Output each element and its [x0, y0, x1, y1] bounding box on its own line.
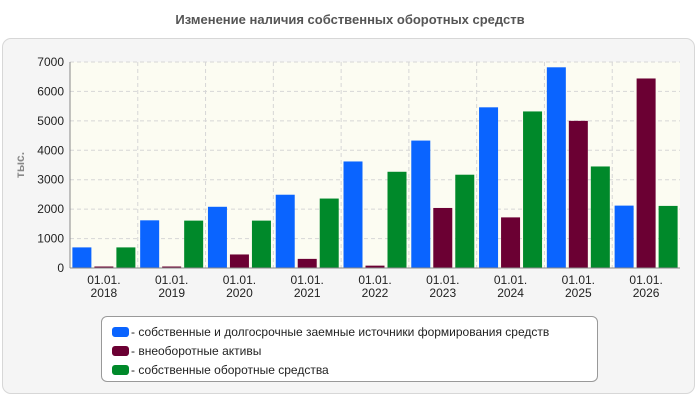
legend-label: - собственные оборотные средства — [131, 362, 329, 377]
y-tick-label: 7000 — [37, 55, 64, 69]
bar — [455, 174, 475, 268]
y-tick-label: 0 — [57, 261, 64, 275]
bar — [568, 120, 588, 268]
bar — [140, 220, 160, 268]
bar — [72, 247, 92, 268]
legend-item: - собственные оборотные средства — [112, 360, 597, 379]
x-tick-label: 01.01. — [494, 273, 527, 287]
chart-title: Изменение наличия собственных оборотных … — [175, 12, 525, 27]
legend-label: - собственные и долгосрочные заемные ист… — [131, 324, 550, 339]
x-tick-label: 2024 — [497, 286, 524, 300]
y-tick-label: 4000 — [37, 143, 64, 157]
x-tick-label: 01.01. — [223, 273, 256, 287]
bar — [501, 217, 521, 268]
bar — [94, 266, 114, 268]
legend-swatch — [112, 345, 129, 356]
y-tick-label: 6000 — [37, 84, 64, 98]
x-tick-label: 2021 — [294, 286, 321, 300]
x-tick-label: 2022 — [362, 286, 389, 300]
x-tick-label: 01.01. — [291, 273, 324, 287]
bar — [343, 161, 363, 268]
legend-swatch — [112, 364, 129, 375]
bar — [116, 247, 136, 268]
y-tick-label: 5000 — [37, 114, 64, 128]
bar — [614, 205, 634, 268]
chart-legend: - собственные и долгосрочные заемные ист… — [101, 316, 598, 382]
bar — [297, 258, 317, 268]
legend-label: - внеоборотные активы — [131, 343, 262, 358]
bar — [433, 207, 453, 268]
y-tick-label: 3000 — [37, 173, 64, 187]
plot-area — [70, 62, 680, 268]
bar — [590, 166, 610, 268]
legend-item: - внеоборотные активы — [112, 341, 597, 360]
bar — [207, 206, 227, 268]
bar — [411, 140, 431, 268]
x-tick-label: 2019 — [158, 286, 185, 300]
x-tick-label: 01.01. — [562, 273, 595, 287]
legend-item: - собственные и долгосрочные заемные ист… — [112, 322, 597, 341]
x-tick-label: 01.01. — [629, 273, 662, 287]
bar — [387, 171, 407, 268]
bar — [658, 205, 678, 268]
bar — [229, 254, 249, 268]
bar — [546, 67, 566, 268]
bar — [162, 266, 182, 268]
x-tick-label: 2018 — [91, 286, 118, 300]
x-tick-label: 2026 — [633, 286, 660, 300]
x-tick-label: 01.01. — [426, 273, 459, 287]
x-tick-label: 2023 — [429, 286, 456, 300]
y-axis-label: тыс. — [13, 152, 27, 178]
bar — [184, 220, 204, 268]
x-tick-label: 2020 — [226, 286, 253, 300]
x-tick-label: 01.01. — [155, 273, 188, 287]
bar — [275, 194, 295, 268]
bar — [523, 111, 543, 268]
x-tick-label: 01.01. — [87, 273, 120, 287]
y-tick-label: 2000 — [37, 202, 64, 216]
bar — [636, 78, 656, 268]
bar — [251, 220, 271, 268]
x-tick-label: 01.01. — [358, 273, 391, 287]
bar — [365, 265, 385, 268]
y-tick-label: 1000 — [37, 232, 64, 246]
bar — [319, 198, 339, 268]
x-tick-label: 2025 — [565, 286, 592, 300]
bar — [479, 107, 499, 268]
legend-swatch — [112, 326, 129, 337]
